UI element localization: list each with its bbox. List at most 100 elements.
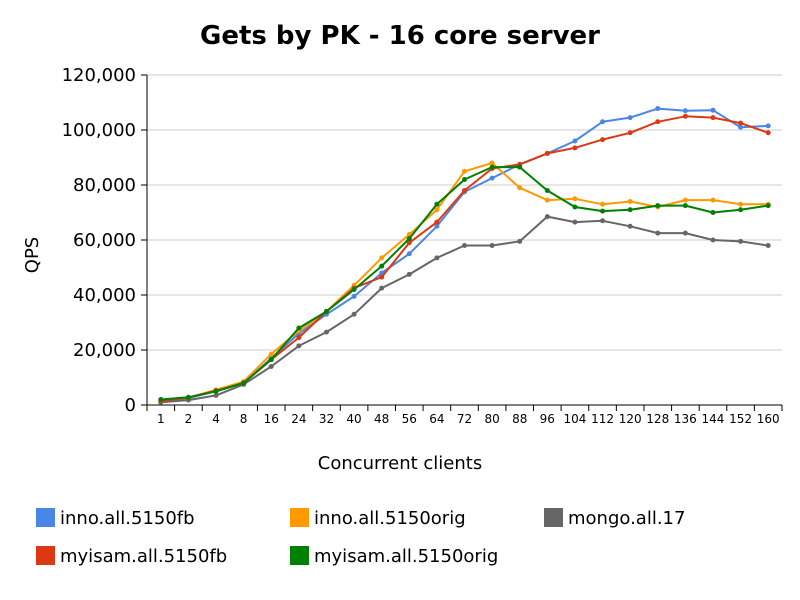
legend-swatch [36,546,55,565]
data-point [213,392,219,398]
data-point [517,164,523,170]
x-tick-label: 144 [702,412,725,426]
x-tick-label: 8 [240,412,248,426]
data-point [544,214,550,220]
data-point [765,130,771,136]
data-point [379,255,385,261]
y-axis-ticks: 0 20,000 40,000 60,000 80,000 100,000 120,000 [62,65,147,416]
data-point [351,287,357,292]
legend-label: inno.all.5150fb [60,508,195,529]
data-point [351,311,357,317]
data-point [627,207,633,213]
data-point [517,238,523,244]
data-point [627,199,633,204]
data-point [738,238,744,244]
data-point [655,230,661,236]
data-point [185,394,191,400]
series-lines [158,106,771,405]
legend-swatch [36,508,55,527]
data-point [296,335,302,341]
x-tick-label: 96 [540,412,555,426]
x-tick-label: 56 [402,412,417,426]
data-point [655,119,661,125]
x-tick-label: 152 [729,412,752,426]
data-point [406,236,412,242]
data-point [379,274,385,280]
x-axis-label: Concurrent clients [318,453,482,474]
legend-item: myisam.all.5150fb [36,546,227,567]
x-tick-label: 32 [319,412,334,426]
legend-swatch [544,508,563,527]
data-point [351,293,357,299]
data-point [489,175,495,181]
x-tick-label: 2 [185,412,193,426]
data-point [434,255,440,261]
data-point [572,204,578,210]
series-myisam.all.5150orig [158,164,771,402]
x-tick-label: 24 [291,412,306,426]
x-tick-label: 40 [346,412,361,426]
data-point [682,108,688,114]
legend-label: mongo.all.17 [568,508,685,529]
data-point [489,164,495,170]
data-point [682,203,688,209]
x-tick-label: 88 [512,412,527,426]
legend-swatch [290,546,309,565]
data-point [241,380,247,386]
data-point [213,388,219,394]
x-tick-label: 136 [674,412,697,426]
data-point [738,207,744,213]
x-tick-label: 72 [457,412,472,426]
legend-item: myisam.all.5150orig [290,546,498,567]
data-point [434,219,440,225]
data-point [489,160,495,166]
x-tick-label: 128 [646,412,669,426]
x-tick-label: 160 [757,412,780,426]
data-point [544,188,550,193]
gridlines [147,74,782,351]
data-point [323,309,329,314]
data-point [572,219,578,225]
data-point [434,201,440,207]
data-point [627,130,633,136]
legend: inno.all.5150fb inno.all.5150orig mongo.al… [36,508,685,567]
data-point [655,203,661,209]
data-point [655,106,661,112]
data-point [462,188,467,193]
data-point [406,251,412,257]
data-point [489,243,495,248]
legend-item: mongo.all.17 [544,508,685,529]
x-tick-label: 64 [429,412,444,426]
data-point [600,119,606,125]
legend-label: myisam.all.5150orig [314,546,498,567]
data-point [682,113,688,119]
data-point [517,185,523,191]
data-point [406,240,412,246]
x-tick-label: 16 [264,412,279,426]
data-point [738,124,744,130]
data-point [600,208,606,214]
y-tick-label: 120,000 [62,65,136,86]
data-point [710,210,716,215]
data-point [738,201,744,207]
data-point [682,197,688,203]
data-point [738,120,744,126]
data-point [268,357,274,363]
data-point [268,351,274,357]
data-point [268,364,274,369]
y-tick-label: 20,000 [73,340,136,361]
data-point [434,207,440,213]
data-point [462,177,467,182]
legend-item: inno.all.5150orig [290,508,466,529]
data-point [710,115,716,121]
data-point [572,145,578,151]
data-point [572,138,578,144]
x-tick-label: 104 [563,412,586,426]
legend-item: inno.all.5150fb [36,508,195,529]
legend-swatch [290,508,309,527]
data-point [296,325,302,331]
y-tick-label: 80,000 [73,175,136,196]
y-axis-label: QPS [22,237,43,273]
data-point [544,197,550,203]
